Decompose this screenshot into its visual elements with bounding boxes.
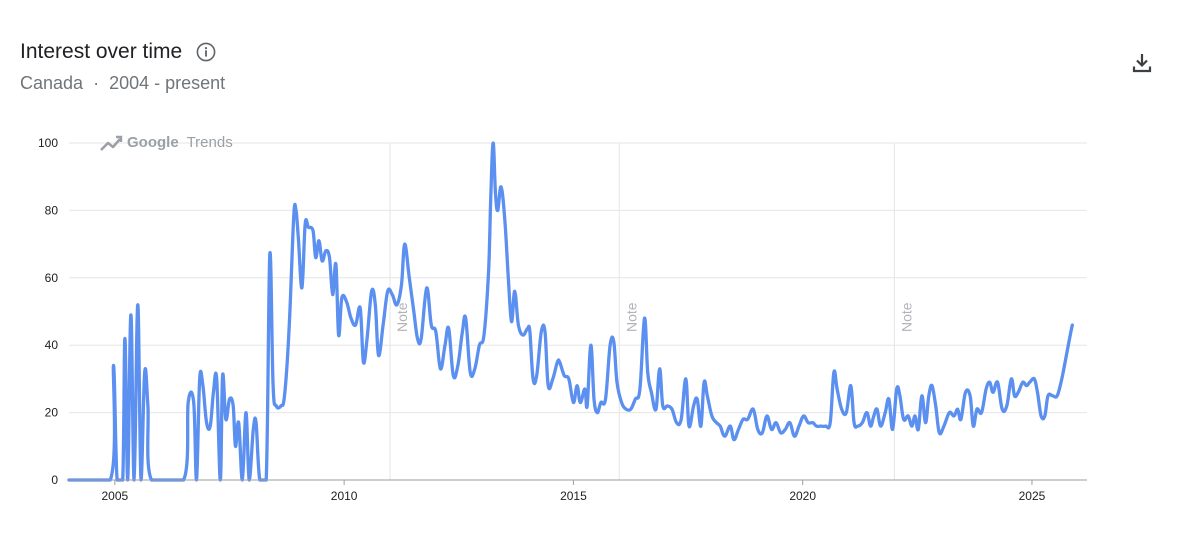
watermark-product: Trends [187, 134, 233, 151]
series-line [67, 141, 1074, 482]
svg-text:Google Trends: Google Trends [127, 134, 233, 151]
x-tick-label: 2020 [789, 489, 816, 503]
y-tick-label: 0 [51, 473, 58, 487]
y-tick-label: 20 [45, 406, 59, 420]
x-tick-label: 2010 [331, 489, 358, 503]
y-tick-label: 60 [45, 271, 59, 285]
page-title: Interest over time [20, 40, 183, 63]
google-trends-watermark: Google Trends [100, 134, 233, 151]
y-tick-label: 100 [38, 136, 58, 150]
note-label: Note [898, 302, 914, 332]
y-tick-label: 40 [45, 338, 59, 352]
header: Interest over time [20, 40, 216, 64]
chart-notes: Note Note Note [389, 143, 914, 480]
subtitle: Canada · 2004 - present [20, 73, 225, 94]
note-label: Note [394, 302, 410, 332]
x-tick-label: 2015 [560, 489, 587, 503]
watermark-brand: Google [127, 134, 179, 151]
x-tick-label: 2005 [102, 489, 129, 503]
separator: · [93, 73, 100, 93]
period-label: 2004 - present [109, 73, 226, 93]
download-button[interactable] [1129, 50, 1155, 76]
info-icon[interactable] [196, 42, 216, 62]
x-axis-ticks: 2005 2010 2015 2020 2025 [102, 480, 1046, 503]
trending-up-icon [100, 135, 123, 151]
region-label: Canada [20, 73, 84, 93]
y-axis-ticks: 0 20 40 60 80 100 [38, 136, 58, 487]
x-tick-label: 2025 [1019, 489, 1046, 503]
note-label: Note [623, 302, 639, 332]
y-tick-label: 80 [45, 203, 59, 217]
download-icon [1132, 54, 1152, 73]
